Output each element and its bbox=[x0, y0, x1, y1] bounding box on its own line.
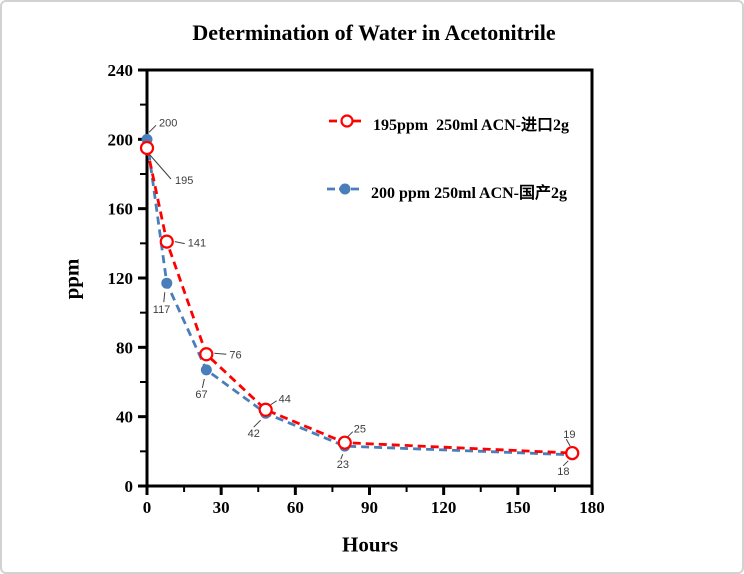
x-axis-label: Hours bbox=[341, 532, 399, 557]
data-point-marker bbox=[139, 140, 155, 156]
x-tick-label: 120 bbox=[431, 498, 457, 517]
data-point-marker bbox=[565, 445, 580, 461]
y-tick-label: 120 bbox=[108, 269, 134, 288]
point-label: 19 bbox=[563, 429, 575, 441]
point-label: 117 bbox=[153, 304, 171, 316]
legend-entry-imported: 195ppm 250ml ACN-进口2g bbox=[328, 111, 569, 135]
data-point-marker bbox=[199, 347, 214, 362]
point-label-leader bbox=[562, 460, 569, 467]
point-label: 195 bbox=[175, 175, 193, 187]
series-line bbox=[145, 139, 573, 457]
point-label-leader bbox=[214, 352, 227, 355]
point-label: 25 bbox=[354, 424, 366, 436]
point-label: 200 bbox=[159, 117, 177, 129]
legend-filled-circle bbox=[339, 183, 351, 194]
point-label-leader bbox=[174, 241, 185, 245]
y-tick-label: 80 bbox=[116, 338, 133, 357]
point-label-leader bbox=[163, 292, 166, 303]
x-tick-label: 150 bbox=[505, 498, 531, 517]
data-point-marker bbox=[200, 364, 212, 376]
point-label-leader bbox=[201, 378, 205, 388]
chart-title: Determination of Water in Acetonitrile bbox=[192, 20, 556, 45]
x-tick-label: 180 bbox=[579, 498, 605, 517]
data-point-marker bbox=[258, 402, 273, 417]
y-tick-label: 240 bbox=[108, 61, 134, 80]
series-line bbox=[145, 147, 573, 455]
point-label: 67 bbox=[195, 389, 207, 401]
data-point-marker bbox=[337, 435, 352, 450]
point-label-leader bbox=[340, 453, 344, 460]
data-point-marker bbox=[159, 234, 174, 249]
legend-marker-filled-circle-icon bbox=[326, 181, 364, 202]
legend-label-imported: 195ppm 250ml ACN-进口2g bbox=[373, 117, 570, 134]
y-tick-label: 40 bbox=[116, 408, 133, 427]
point-label: 76 bbox=[229, 349, 241, 361]
x-tick-label: 30 bbox=[213, 498, 230, 517]
point-label: 42 bbox=[248, 428, 260, 440]
x-tick-label: 90 bbox=[361, 498, 378, 517]
y-tick-label: 200 bbox=[108, 130, 134, 149]
y-tick-label: 160 bbox=[108, 200, 134, 219]
legend-entry-domestic: 200 ppm 250ml ACN-国产2g bbox=[326, 179, 567, 203]
point-label-leader bbox=[149, 154, 172, 180]
legend-marker-line bbox=[327, 183, 363, 194]
point-label-leader bbox=[565, 438, 571, 447]
point-label: 141 bbox=[188, 238, 206, 250]
x-tick-label: 60 bbox=[287, 498, 304, 517]
x-tick-label: 0 bbox=[143, 498, 152, 517]
legend-label-domestic: 200 ppm 250ml ACN-国产2g bbox=[371, 185, 568, 202]
legend-marker-open-circle-icon bbox=[328, 113, 366, 134]
point-label-leader bbox=[347, 431, 354, 438]
legend-open-circle bbox=[340, 113, 354, 128]
legend-marker-line bbox=[329, 113, 365, 128]
point-label: 44 bbox=[279, 394, 291, 406]
point-label-leader bbox=[253, 419, 262, 428]
point-label: 23 bbox=[337, 459, 349, 471]
y-tick-label: 0 bbox=[125, 477, 134, 496]
point-label-leader bbox=[148, 124, 157, 133]
data-point-marker bbox=[161, 277, 173, 289]
point-label-leader bbox=[270, 400, 277, 406]
point-label: 18 bbox=[557, 466, 569, 478]
